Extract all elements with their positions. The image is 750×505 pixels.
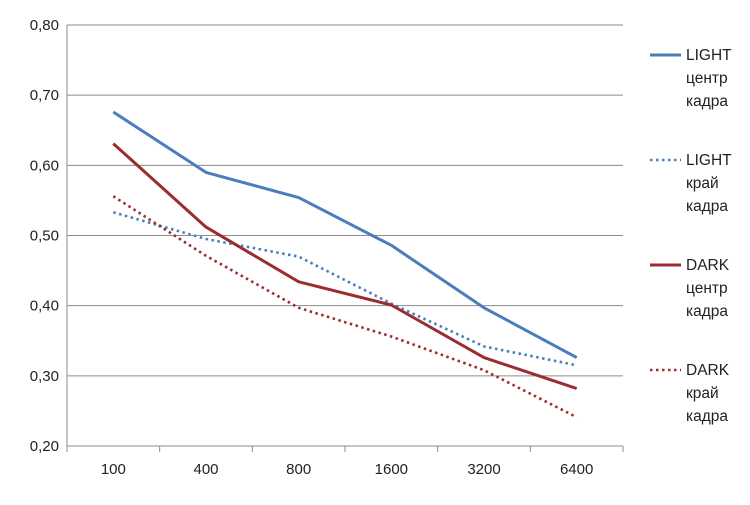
x-tick-label: 6400	[560, 461, 593, 478]
gridlines	[67, 24, 623, 377]
x-tick-label: 3200	[467, 461, 500, 478]
x-tick-label: 400	[193, 461, 218, 478]
series-line	[112, 142, 578, 390]
legend-label: LIGHT край кадра	[686, 152, 732, 215]
y-tick-label: 0,70	[30, 87, 59, 104]
series-line	[112, 195, 578, 419]
x-tick-label: 100	[101, 461, 126, 478]
y-tick-label: 0,40	[30, 298, 59, 315]
series-line	[112, 211, 577, 367]
y-tick-label: 0,30	[30, 368, 59, 385]
y-tick-label: 0,20	[30, 438, 59, 455]
series-lines	[112, 110, 578, 419]
y-tick-label: 0,80	[30, 17, 59, 34]
x-tick-label: 1600	[375, 461, 408, 478]
y-tick-label: 0,50	[30, 228, 59, 245]
axes: 0,20 0,30 0,40 0,50 0,60 0,70 0,80 100 400 800 160…	[30, 17, 624, 478]
legend-label: LIGHT центр кадра	[686, 47, 732, 110]
legend: LIGHT центр кадра LIGHT край кадра DARK центр ка…	[650, 47, 732, 425]
legend-label: DARK центр кадра	[686, 257, 730, 320]
y-tick-label: 0,60	[30, 157, 59, 174]
x-tick-label: 800	[286, 461, 311, 478]
series-line	[112, 110, 578, 359]
legend-label: DARK край кадра	[686, 362, 730, 425]
